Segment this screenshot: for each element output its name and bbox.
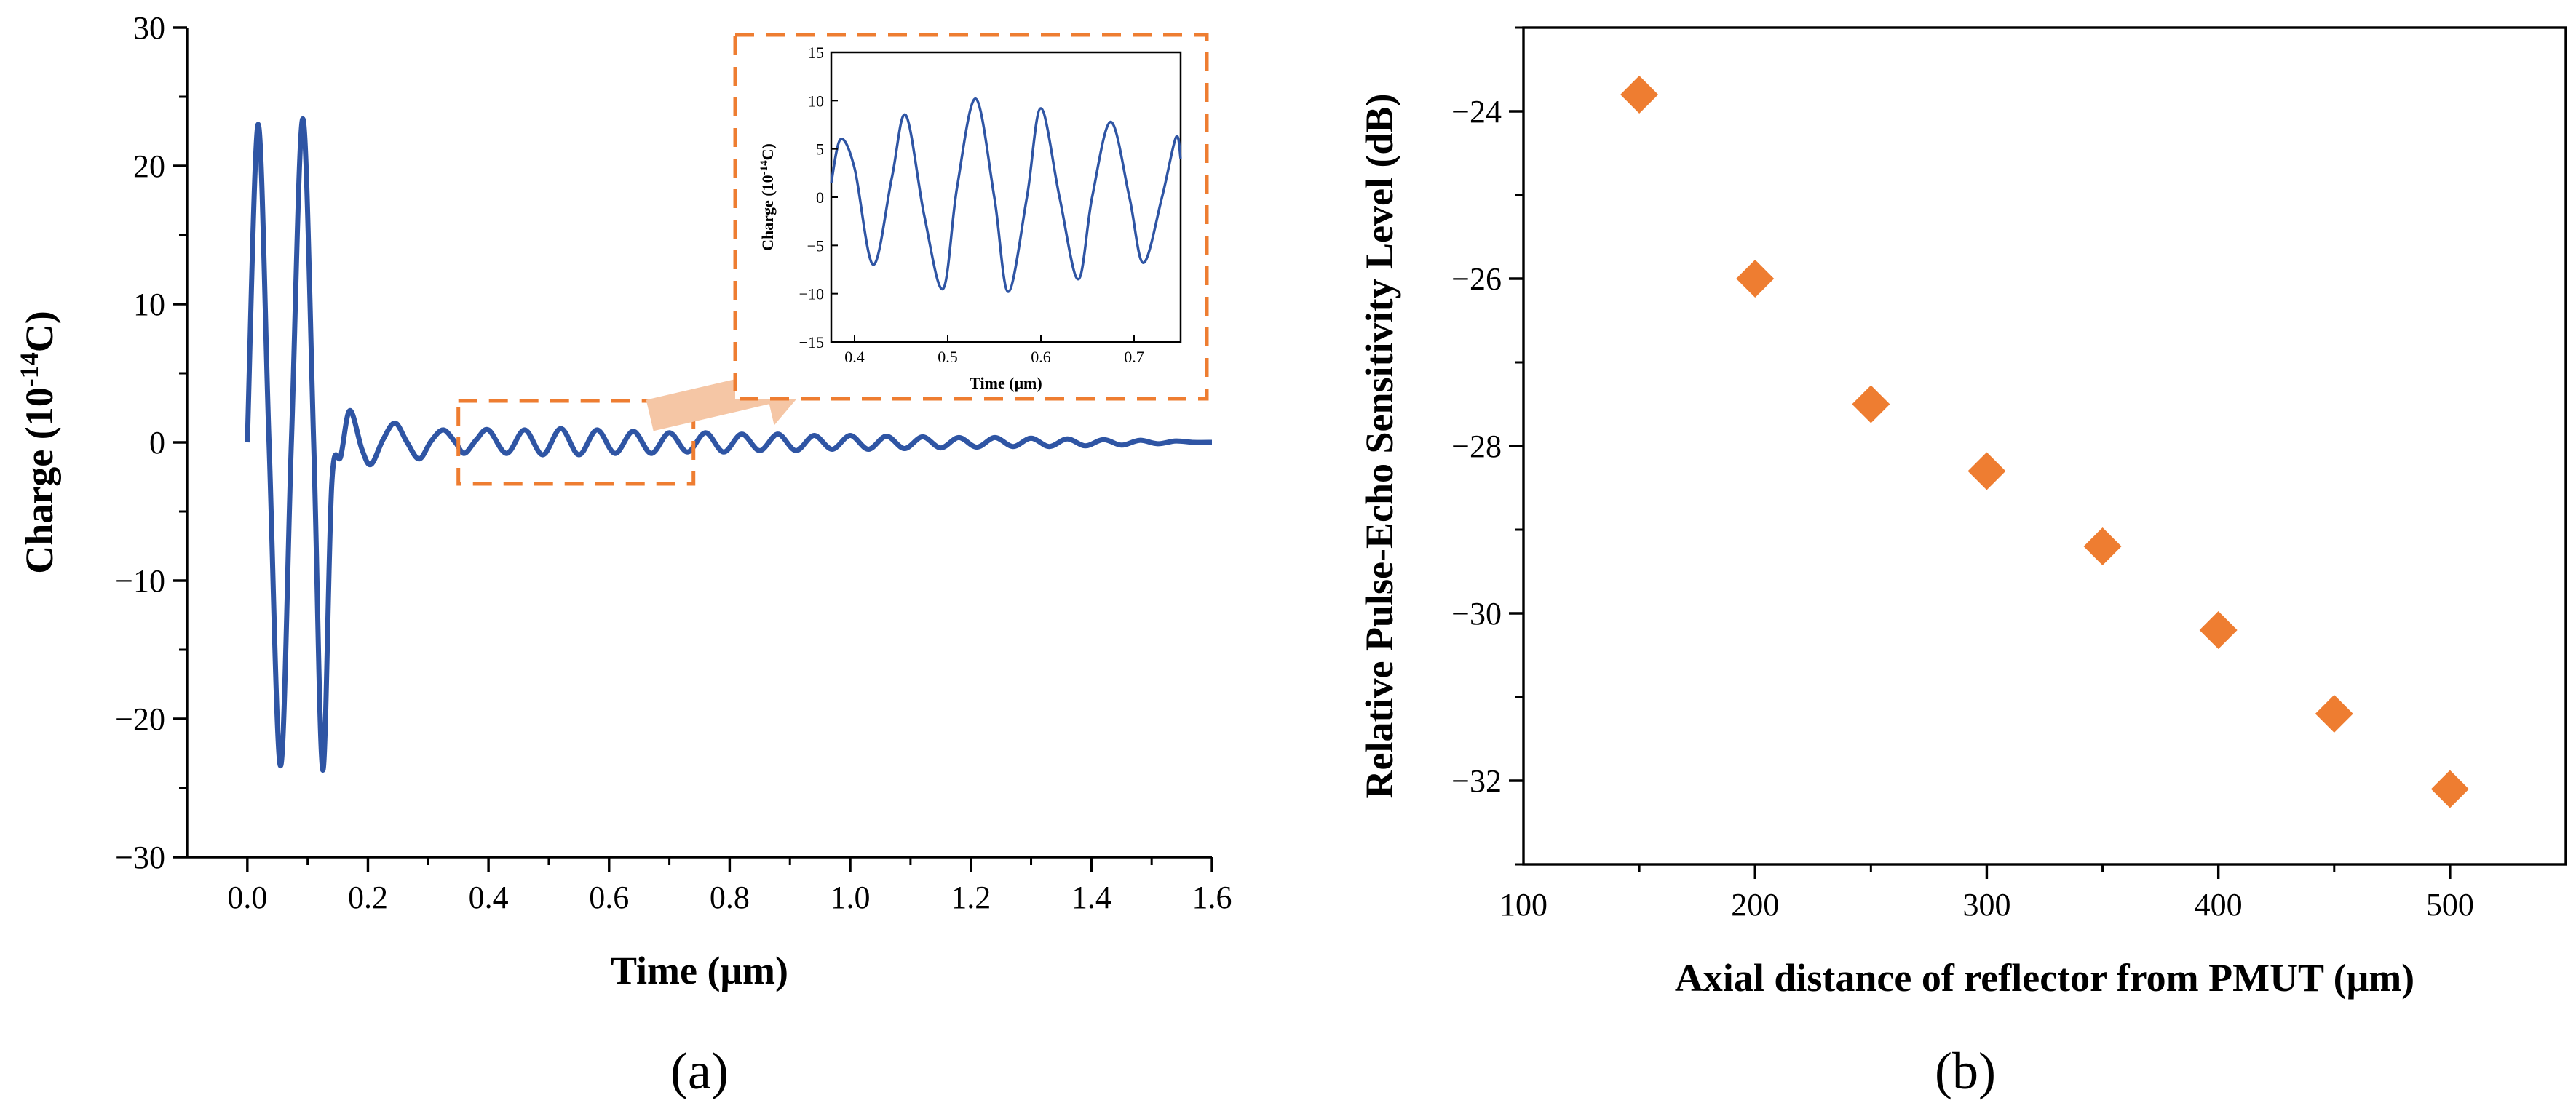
x-tick-label-b-3: 400 <box>2195 887 2243 923</box>
inset-x-axis-ticks: 0.4 0.5 0.6 0.7 <box>844 335 1144 366</box>
panel-b-chart: 100 200 300 400 500 −24 −26 −28 −30 −32 Axial di… <box>1358 26 2567 1100</box>
inset-y-tick-label-1: 10 <box>808 92 824 110</box>
inset-x-tick-label-1: 0.5 <box>938 348 958 366</box>
data-point-7 <box>2430 770 2469 808</box>
inset-y-axis-label-exponent: -14 <box>758 160 770 175</box>
x-tick-label-1: 0.2 <box>348 880 388 915</box>
y-tick-label-1: −20 <box>115 701 165 737</box>
inset-y-tick-label-5: −10 <box>799 285 824 303</box>
y-tick-label-b-3: −30 <box>1451 596 1502 632</box>
y-tick-label-4: 10 <box>133 287 165 322</box>
charge-series-line <box>245 116 1213 773</box>
inset-charge-series-line <box>830 97 1182 293</box>
y-tick-label-3: 0 <box>149 425 165 461</box>
y-axis-label-b: Relative Pulse-Echo Sensitivity Level (d… <box>1358 94 1401 799</box>
inset-x-tick-label-3: 0.7 <box>1124 348 1144 366</box>
x-tick-label-b-0: 100 <box>1499 887 1547 923</box>
x-tick-label-8: 1.6 <box>1192 880 1232 915</box>
x-tick-label-6: 1.2 <box>951 880 991 915</box>
x-tick-label-3: 0.6 <box>589 880 629 915</box>
x-tick-label-4: 0.8 <box>710 880 750 915</box>
y-tick-label-6: 30 <box>133 10 165 46</box>
y-tick-label-b-2: −28 <box>1451 429 1502 464</box>
panel-label-a: (a) <box>670 1042 729 1100</box>
x-axis-label: Time (μm) <box>611 949 788 992</box>
y-axis-ticks-b: −24 −26 −28 −30 −32 <box>1451 26 1523 866</box>
y-axis-label-exponent: -14 <box>15 352 44 387</box>
y-tick-label-b-0: −24 <box>1451 94 1502 130</box>
inset-y-tick-label-4: −5 <box>807 236 824 255</box>
inset-dashed-border <box>733 33 1209 401</box>
zoom-region-box <box>456 399 696 486</box>
data-point-0 <box>1620 76 1659 114</box>
inset-chart: 0.4 0.5 0.6 0.7 15 10 5 0 −5 −10 −15 Time (μm) Ch… <box>733 33 1209 401</box>
y-tick-label-b-1: −26 <box>1451 261 1502 297</box>
y-axis-ticks: −30 −20 −10 0 10 20 30 <box>115 10 187 875</box>
data-point-6 <box>2315 695 2353 733</box>
x-tick-label-7: 1.4 <box>1071 880 1111 915</box>
inset-y-tick-label-6: −15 <box>799 333 824 351</box>
data-point-2 <box>1852 385 1890 423</box>
inset-y-axis-ticks: 15 10 5 0 −5 −10 −15 <box>799 44 838 351</box>
y-tick-label-0: −30 <box>115 840 165 875</box>
inset-y-tick-label-0: 15 <box>808 44 824 62</box>
data-point-5 <box>2199 611 2238 649</box>
y-tick-label-5: 20 <box>133 148 165 184</box>
data-point-4 <box>2083 527 2122 565</box>
x-tick-label-b-4: 500 <box>2426 887 2474 923</box>
x-axis-ticks: 0.0 0.2 0.4 0.6 0.8 1.0 1.2 1.4 1.6 <box>227 857 1232 915</box>
data-point-3 <box>1967 452 2006 490</box>
panel-label-b: (b) <box>1935 1042 1996 1100</box>
y-tick-label-2: −10 <box>115 563 165 599</box>
inset-y-axis-label: Charge (10-14C) <box>758 143 777 251</box>
inset-x-tick-label-2: 0.6 <box>1031 348 1051 366</box>
x-axis-ticks-b: 100 200 300 400 500 <box>1499 864 2474 923</box>
inset-x-axis-label: Time (μm) <box>970 374 1042 392</box>
inset-x-tick-label-0: 0.4 <box>844 348 865 366</box>
x-tick-label-b-2: 300 <box>1962 887 2010 923</box>
x-tick-label-0: 0.0 <box>227 880 267 915</box>
inset-y-tick-label-3: 0 <box>816 188 824 207</box>
panel-a-chart: 0.0 0.2 0.4 0.6 0.8 1.0 1.2 1.4 1.6 −30 −20 −10 0 10… <box>15 10 1232 1100</box>
x-tick-label-2: 0.4 <box>469 880 509 915</box>
x-tick-label-5: 1.0 <box>831 880 871 915</box>
x-axis-label-b: Axial distance of reflector from PMUT (μ… <box>1675 956 2414 1000</box>
y-tick-label-b-4: −32 <box>1451 763 1502 799</box>
x-tick-label-b-1: 200 <box>1731 887 1779 923</box>
inset-y-tick-label-2: 5 <box>816 140 824 159</box>
plot-frame-b <box>1522 26 2567 866</box>
y-axis-label: Charge (10-14C) <box>15 311 61 573</box>
data-point-1 <box>1736 260 1775 298</box>
sensitivity-series <box>1620 76 2469 808</box>
